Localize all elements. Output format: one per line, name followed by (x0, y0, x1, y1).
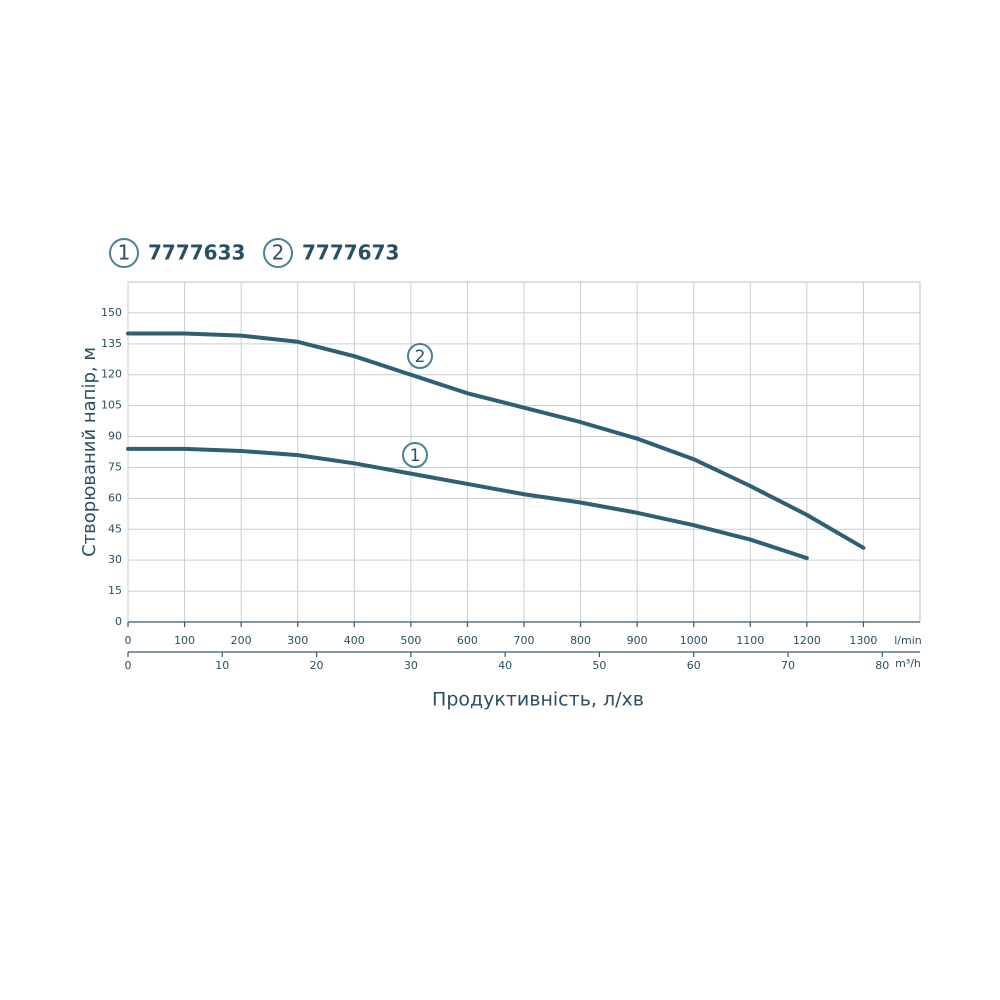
x-tick-label: 200 (231, 634, 252, 647)
x-tick-label: 900 (627, 634, 648, 647)
x-tick-label: 700 (514, 634, 535, 647)
y-tick-label: 0 (115, 615, 122, 628)
curve-tag-circle (407, 343, 433, 369)
y-tick-label: 45 (108, 522, 122, 535)
x2-tick-label: 50 (592, 659, 606, 672)
x2-tick-label: 60 (687, 659, 701, 672)
legend-label: 7777673 (302, 241, 399, 265)
x-tick-label: 800 (570, 634, 591, 647)
x-tick-label: 1300 (849, 634, 877, 647)
x2-tick-label: 10 (215, 659, 229, 672)
y-tick-label: 135 (101, 337, 122, 350)
y-tick-label: 105 (101, 399, 122, 412)
x2-unit: m³/h (895, 657, 921, 670)
y-tick-label: 15 (108, 584, 122, 597)
legend-tag-circle (263, 238, 293, 268)
y-tick-label: 60 (108, 491, 122, 504)
x-tick-label: 400 (344, 634, 365, 647)
y-axis-label: Створюваний напір, м (79, 347, 100, 557)
curve (126, 331, 866, 550)
x2-tick-label: 80 (875, 659, 889, 672)
x-tick-label: 300 (287, 634, 308, 647)
x-tick-label: 1100 (736, 634, 764, 647)
legend-tag: 1 (118, 241, 131, 265)
curve-tag: 2 (415, 347, 426, 367)
legend-tag: 2 (272, 241, 285, 265)
curve-tag-circle (402, 442, 428, 468)
x2-tick-label: 40 (498, 659, 512, 672)
x-tick-label: 1200 (793, 634, 821, 647)
x2-tick-label: 70 (781, 659, 795, 672)
y-tick-label: 90 (108, 430, 122, 443)
curve-tag: 1 (410, 446, 421, 466)
legend-tag-circle (109, 238, 139, 268)
x-tick-label: 0 (125, 634, 132, 647)
x-tick-label: 100 (174, 634, 195, 647)
x-unit: l/min (894, 634, 922, 647)
x-axis-label: Продуктивність, л/хв (432, 689, 644, 711)
y-tick-label: 30 (108, 553, 122, 566)
x2-tick-label: 0 (125, 659, 132, 672)
x-tick-label: 1000 (680, 634, 708, 647)
legend-label: 7777633 (148, 241, 245, 265)
x-tick-label: 500 (400, 634, 421, 647)
x2-tick-label: 20 (310, 659, 324, 672)
y-tick-label: 75 (108, 460, 122, 473)
y-tick-label: 150 (101, 306, 122, 319)
y-tick-label: 120 (101, 368, 122, 381)
x2-tick-label: 30 (404, 659, 418, 672)
x-tick-label: 600 (457, 634, 478, 647)
